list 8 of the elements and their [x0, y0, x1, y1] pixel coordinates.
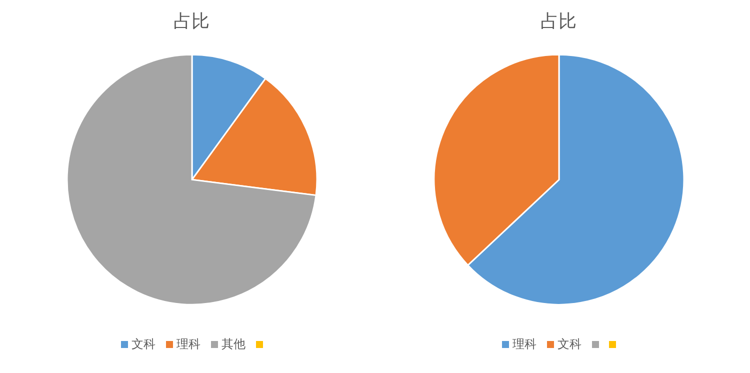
legend-label: 理科 [512, 336, 536, 353]
legend-label: 文科 [558, 336, 582, 353]
legend-label: 文科 [132, 336, 156, 353]
chart-title: 占比 [172, 10, 210, 34]
chart-title: 占比 [540, 10, 578, 34]
pie-slice [66, 54, 316, 306]
legend-label: 理科 [176, 336, 200, 353]
legend-label: 其他 [222, 336, 246, 353]
